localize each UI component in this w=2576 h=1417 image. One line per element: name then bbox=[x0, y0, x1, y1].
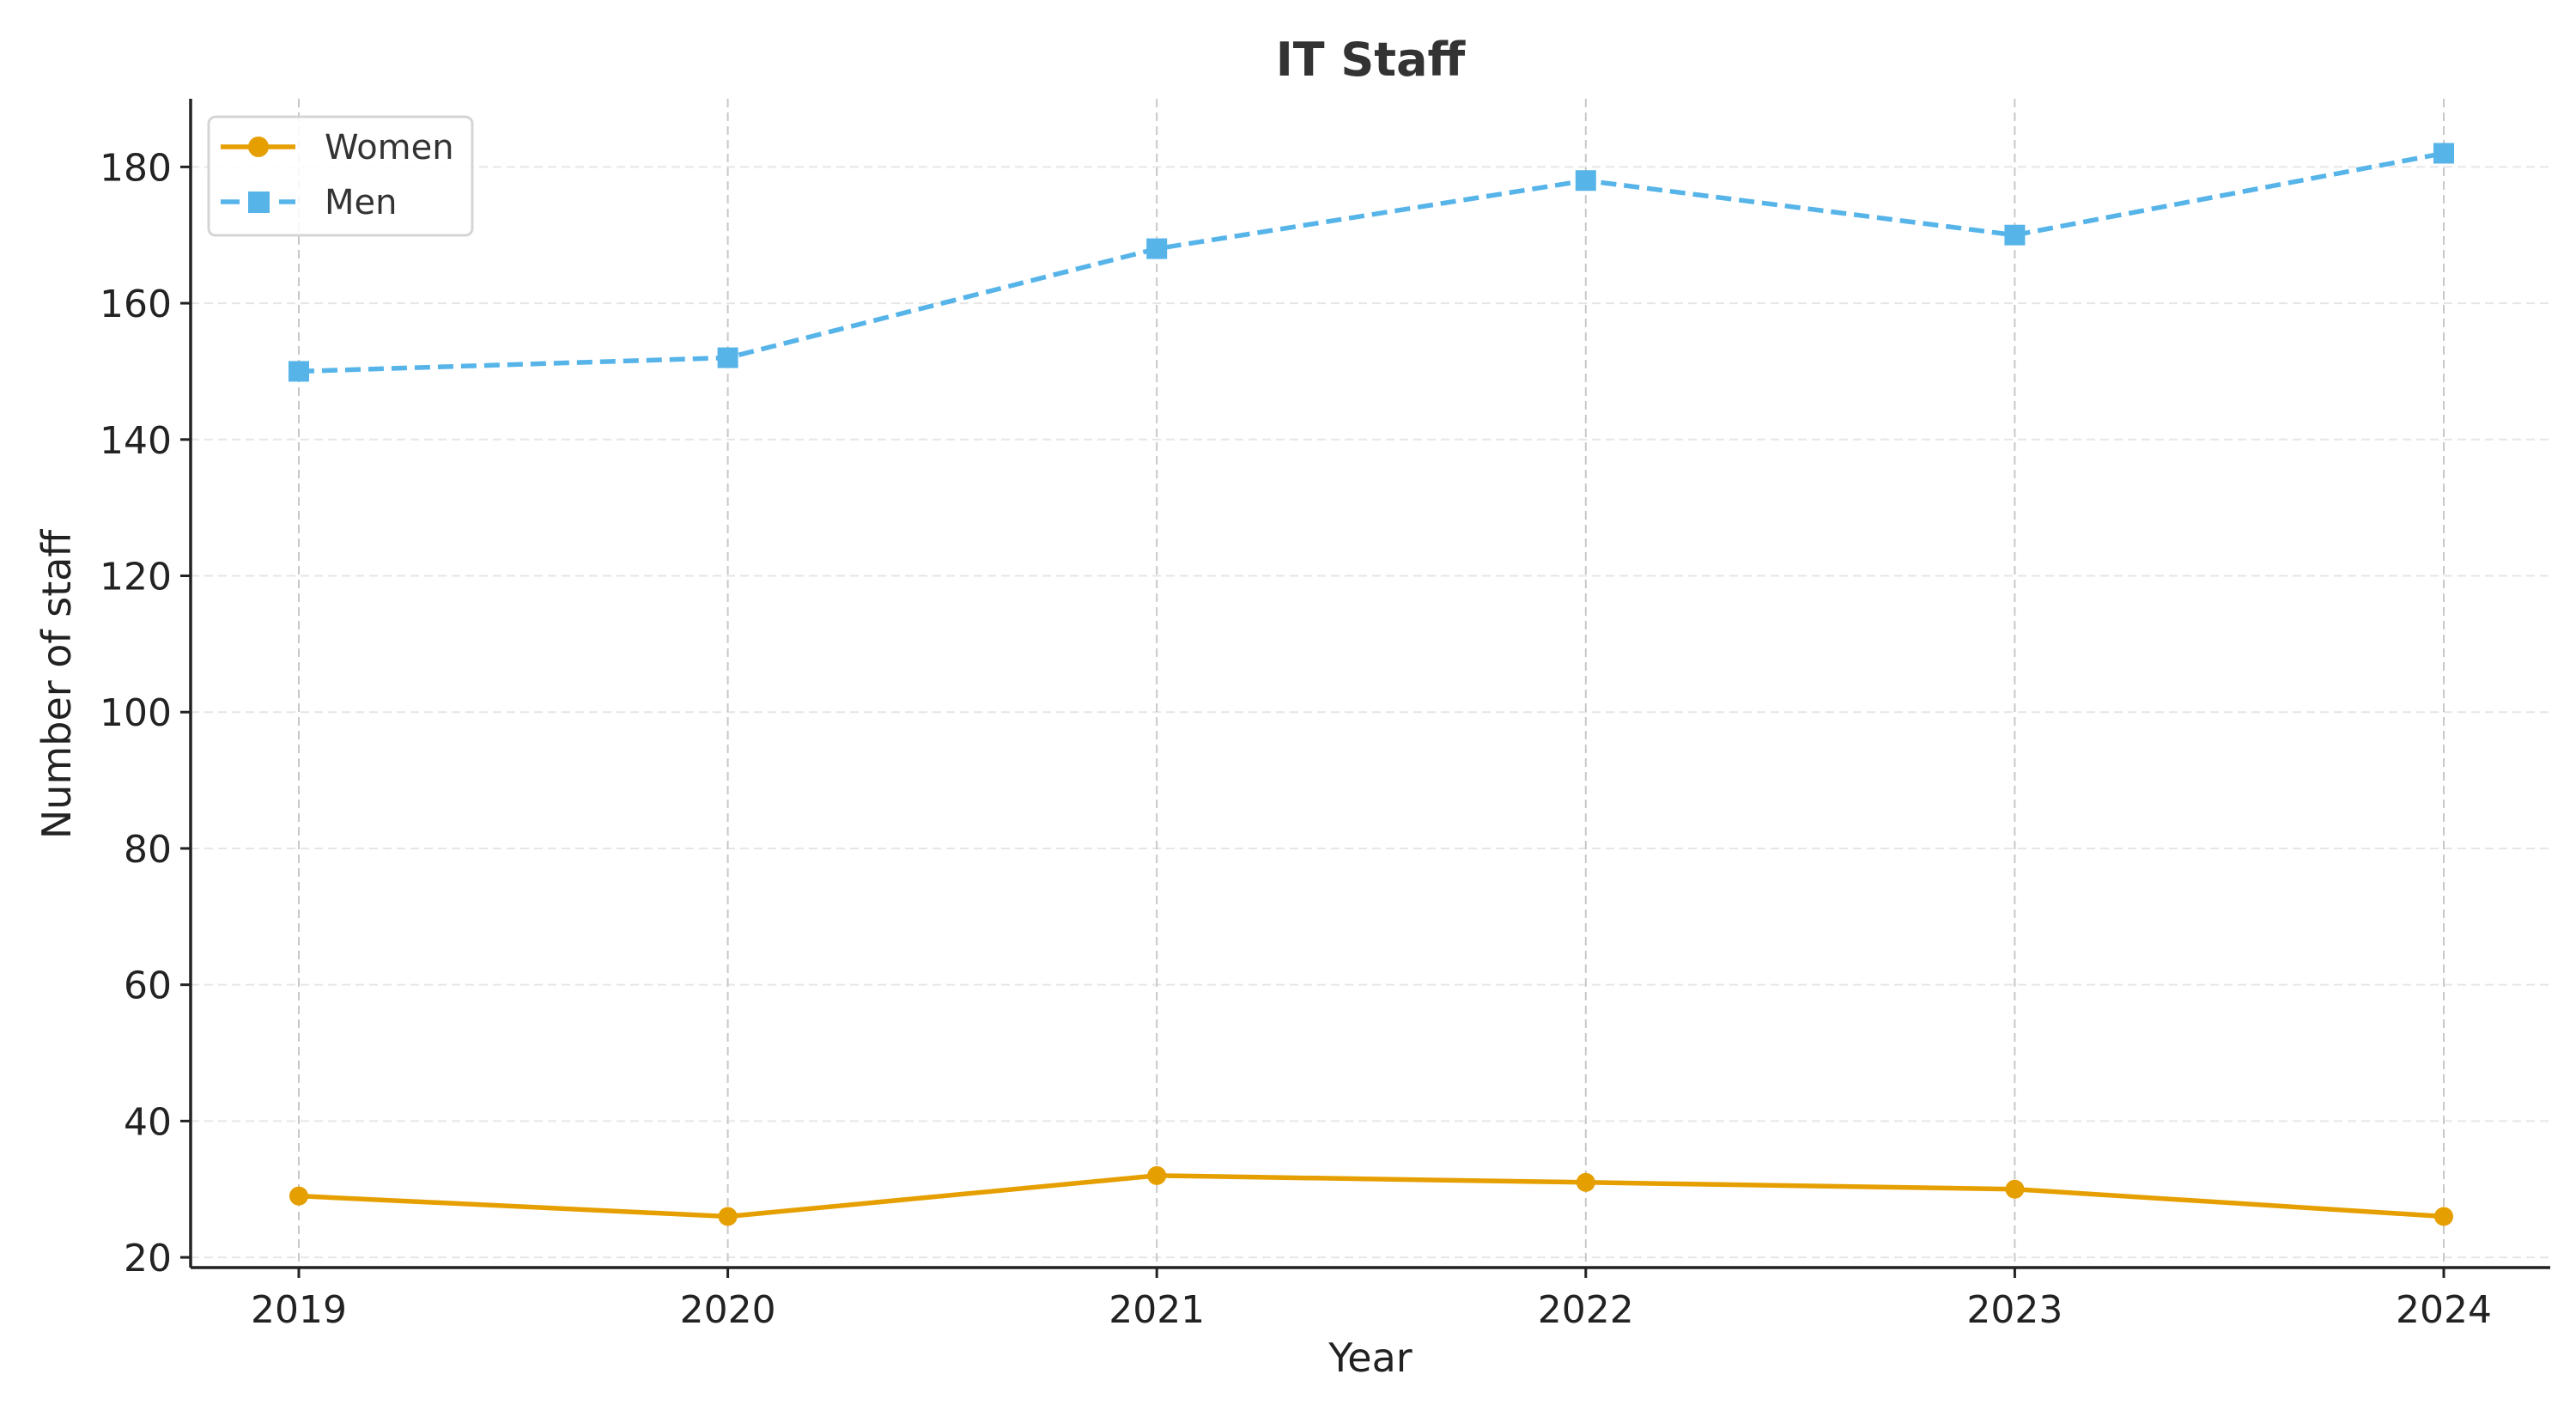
y-tick-label: 100 bbox=[100, 691, 172, 735]
y-tick-label: 180 bbox=[100, 146, 172, 190]
y-tick-label: 60 bbox=[124, 964, 172, 1008]
y-tick-label: 40 bbox=[124, 1100, 172, 1144]
x-tick-label: 2020 bbox=[680, 1288, 776, 1332]
series-men bbox=[289, 143, 2454, 382]
grid bbox=[191, 99, 2550, 1268]
y-tick-label: 140 bbox=[100, 419, 172, 463]
axes: 20 40 60 80 100 120 140 160 180 2019 2020 2021 2022 2… bbox=[100, 99, 2550, 1332]
y-tick-label: 160 bbox=[100, 283, 172, 326]
data-point bbox=[717, 347, 738, 368]
x-tick-label: 2021 bbox=[1109, 1288, 1205, 1332]
x-tick-label: 2022 bbox=[1538, 1288, 1634, 1332]
chart-title: IT Staff bbox=[1276, 33, 1467, 87]
legend-label: Men bbox=[325, 183, 397, 222]
x-tick-label: 2024 bbox=[2396, 1288, 2492, 1332]
legend-marker bbox=[248, 137, 269, 157]
x-tick-label: 2019 bbox=[251, 1288, 347, 1332]
y-tick-label: 20 bbox=[124, 1237, 172, 1280]
data-point bbox=[1147, 1165, 1167, 1185]
data-point bbox=[1576, 1172, 1595, 1192]
y-axis-label: Number of staff bbox=[33, 529, 80, 840]
legend-label: Women bbox=[325, 128, 454, 167]
data-point bbox=[2005, 1179, 2025, 1199]
data-point bbox=[1146, 238, 1168, 259]
x-axis-label: Year bbox=[1327, 1335, 1412, 1381]
data-point bbox=[2004, 224, 2026, 246]
series-line bbox=[298, 150, 2445, 374]
series-line bbox=[298, 1173, 2445, 1219]
data-point bbox=[289, 1186, 308, 1206]
legend: Women Men bbox=[207, 115, 474, 237]
data-point bbox=[1575, 170, 1596, 192]
y-tick-label: 120 bbox=[100, 556, 172, 599]
series-layer bbox=[289, 143, 2454, 1226]
x-tick-label: 2023 bbox=[1966, 1288, 2063, 1332]
legend-marker bbox=[248, 192, 270, 213]
data-point bbox=[2434, 1207, 2453, 1226]
data-point bbox=[2433, 143, 2454, 164]
data-point bbox=[289, 361, 309, 382]
y-tick-label: 80 bbox=[124, 828, 172, 872]
data-point bbox=[718, 1207, 738, 1226]
series-women bbox=[289, 1165, 2453, 1226]
